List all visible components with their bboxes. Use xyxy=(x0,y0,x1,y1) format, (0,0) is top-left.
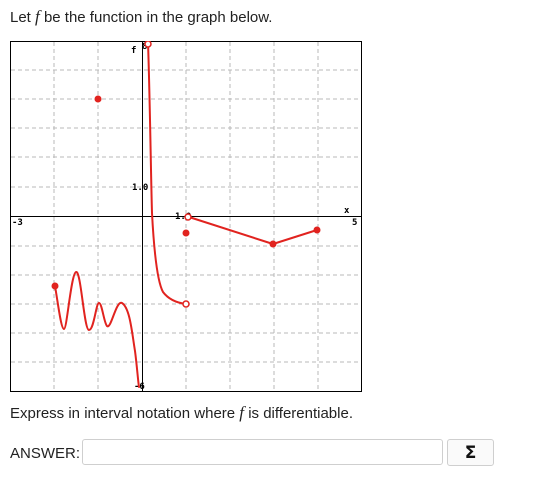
filled-point-icon xyxy=(51,282,59,290)
open-point-icon xyxy=(184,213,192,221)
wavy-segment xyxy=(54,270,140,388)
steep-segment xyxy=(147,41,187,305)
question-text: Let f be the function in the graph below… xyxy=(10,8,272,27)
open-point-icon xyxy=(182,300,190,308)
f-graph-label: f xyxy=(131,46,136,56)
sigma-button[interactable]: Σ xyxy=(447,439,494,466)
prompt-text: Express in interval notation where f is … xyxy=(10,404,353,423)
sigma-icon: Σ xyxy=(464,442,477,463)
question-suffix: be the function in the graph below. xyxy=(43,9,273,26)
filled-point-icon xyxy=(313,226,321,234)
function-symbol: f xyxy=(239,403,245,422)
prompt-suffix: is differentiable. xyxy=(248,405,353,422)
open-points xyxy=(144,41,192,308)
xmax-label: 5 xyxy=(352,218,357,228)
filled-point-icon xyxy=(182,229,190,237)
question-prefix: Let xyxy=(10,9,31,26)
filled-point-icon xyxy=(269,240,277,248)
xmin-label: -3 xyxy=(12,218,23,228)
ymax-label: 8 xyxy=(142,42,147,52)
function-graph: -3 5 8 -6 1.0 1.0 f x xyxy=(10,41,362,392)
function-symbol: f xyxy=(35,7,40,26)
answer-label: ANSWER: xyxy=(10,445,81,462)
answer-input[interactable] xyxy=(82,439,443,465)
prompt-prefix: Express in interval notation where xyxy=(10,405,236,422)
open-point-icon xyxy=(144,41,152,48)
graph-svg: -3 5 8 -6 1.0 1.0 f x xyxy=(10,41,362,392)
y-unit-label: 1.0 xyxy=(132,183,148,193)
filled-points xyxy=(51,95,321,290)
x-unit-label: 1.0 xyxy=(175,212,191,222)
filled-point-icon xyxy=(94,95,102,103)
x-axis-label: x xyxy=(344,206,350,216)
